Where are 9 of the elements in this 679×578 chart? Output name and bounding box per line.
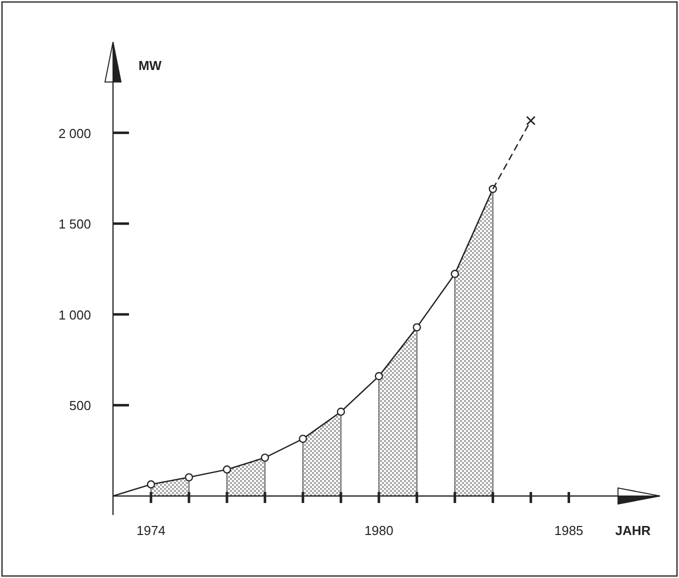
y-tick-label: 500 [69, 398, 91, 414]
y-axis-title: MW [138, 58, 162, 73]
x-axis-title: JAHR [615, 523, 652, 538]
y-tick-label: 2 000 [58, 126, 91, 141]
y-tick-label: 1 000 [58, 307, 91, 322]
x-tick-label: 1980 [364, 523, 394, 538]
y-tick-label: 1 500 [58, 216, 91, 232]
x-tick-label: 1985 [554, 523, 584, 538]
x-tick-label: 1974 [136, 523, 166, 538]
